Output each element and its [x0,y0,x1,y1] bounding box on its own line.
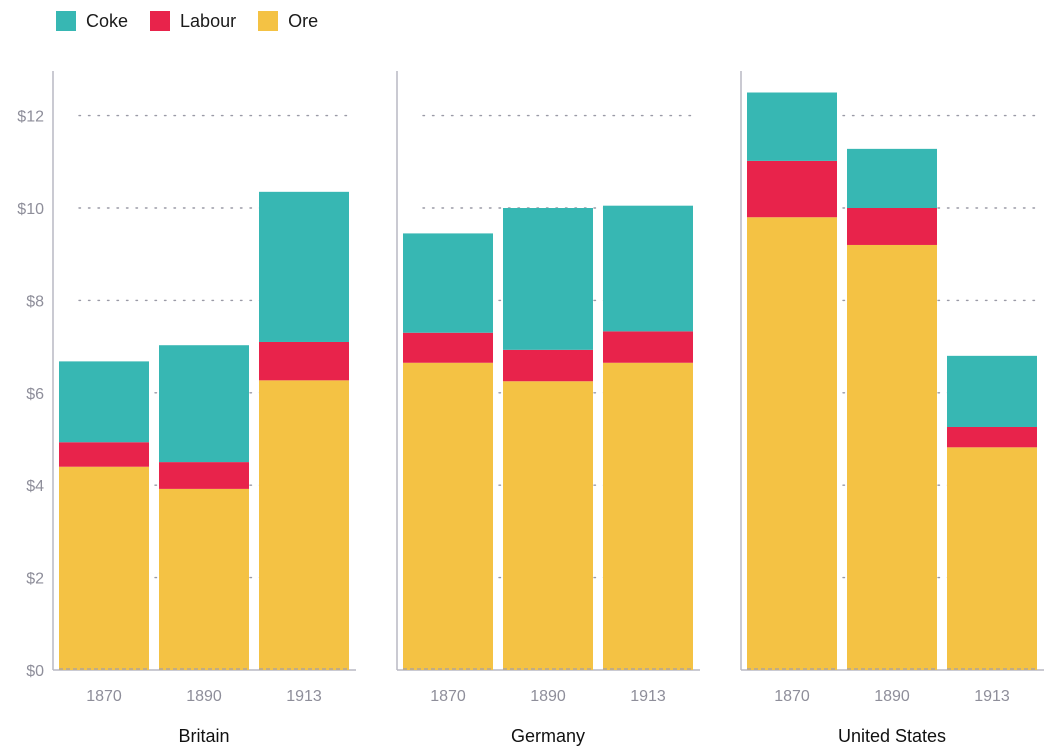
y-tick-label: $4 [26,478,44,495]
bar-labour-germany-1870 [403,332,493,363]
bar-labour-britain-1870 [59,442,149,467]
bar-coke-united-states-1870 [747,92,837,161]
x-tick-label: 1913 [286,688,322,705]
group-label-germany: Germany [511,726,585,746]
bar-labour-united-states-1870 [747,160,837,218]
bar-labour-germany-1890 [503,349,593,382]
x-tick-label: 1913 [974,688,1010,705]
y-tick-label: $6 [26,386,44,403]
x-tick-label: 1870 [774,688,810,705]
bar-coke-britain-1890 [159,345,249,463]
y-tick-label: $2 [26,571,44,588]
bar-labour-britain-1913 [259,341,349,381]
legend-label-coke: Coke [86,10,129,31]
bar-coke-united-states-1913 [947,355,1037,427]
legend-swatch-coke [56,11,76,31]
x-tick-label: 1913 [630,688,666,705]
bar-coke-britain-1870 [59,361,149,443]
x-tick-label: 1870 [430,688,466,705]
y-tick-label: $0 [26,663,44,680]
x-tick-label: 1890 [874,688,910,705]
bar-ore-germany-1870 [403,362,493,670]
bar-ore-britain-1870 [59,466,149,670]
bar-ore-united-states-1870 [747,217,837,671]
bar-labour-germany-1913 [603,331,693,363]
x-tick-label: 1890 [530,688,566,705]
legend-item-labour: Labour [150,11,236,32]
bar-coke-germany-1870 [403,233,493,333]
bar-ore-germany-1913 [603,362,693,670]
y-tick-label: $8 [26,293,44,310]
bar-ore-united-states-1890 [847,244,937,670]
bar-coke-britain-1913 [259,191,349,342]
bar-coke-united-states-1890 [847,148,937,208]
y-tick-label: $12 [17,109,44,126]
bar-ore-britain-1890 [159,488,249,670]
y-tick-label: $10 [17,201,44,218]
bar-labour-britain-1890 [159,462,249,489]
bar-ore-germany-1890 [503,381,593,670]
bar-labour-united-states-1890 [847,208,937,245]
x-tick-label: 1870 [86,688,122,705]
legend-label-labour: Labour [180,10,237,31]
bar-labour-united-states-1913 [947,426,1037,448]
legend-swatch-ore [258,11,279,31]
legend-item-coke: Coke [56,11,128,32]
group-label-united-states: United States [838,726,946,746]
legend-item-ore: Ore [258,11,318,32]
bar-coke-germany-1913 [603,205,693,332]
bar-ore-britain-1913 [259,380,349,670]
group-label-britain: Britain [178,726,229,746]
legend-label-ore: Ore [288,10,319,31]
legend-swatch-labour [150,11,171,31]
bar-ore-united-states-1913 [947,447,1037,670]
x-tick-label: 1890 [186,688,222,705]
chart-legend: Coke Labour Ore [56,8,340,34]
bar-coke-germany-1890 [503,208,593,350]
